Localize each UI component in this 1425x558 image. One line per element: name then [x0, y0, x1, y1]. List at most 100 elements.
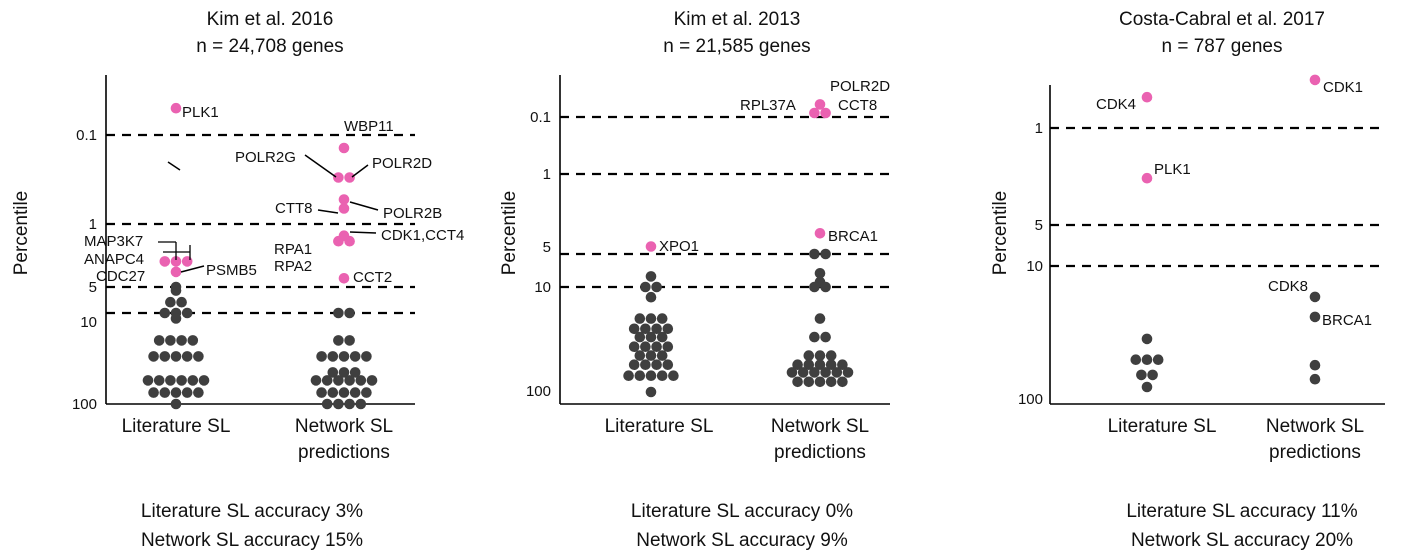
gene-label: CDK4 [1096, 96, 1136, 113]
data-point [333, 307, 344, 319]
data-point [187, 375, 199, 386]
accuracy-line: Literature SL accuracy 11% [1126, 501, 1357, 522]
data-point [628, 341, 640, 353]
data-point [321, 375, 333, 386]
hit-point [333, 235, 344, 247]
data-point [316, 387, 327, 398]
accuracy-line: Network SL accuracy 15% [141, 530, 363, 551]
data-point [327, 387, 339, 398]
data-point [645, 350, 657, 361]
data-point [656, 370, 668, 382]
data-point [333, 375, 344, 386]
point-group-network [310, 142, 378, 410]
data-point [181, 351, 193, 362]
hit-point [338, 273, 350, 284]
gene-label: PLK1 [1154, 161, 1191, 178]
y-tick-label: 10 [534, 279, 551, 296]
gene-label: BRCA1 [1322, 312, 1372, 329]
data-point [640, 323, 651, 335]
data-point [628, 323, 640, 335]
accuracy-line: Network SL accuracy 9% [636, 530, 848, 551]
data-point [640, 281, 651, 293]
data-point [355, 398, 367, 410]
data-point [814, 359, 826, 371]
y-axis-label: Percentile [499, 191, 520, 276]
leader-line [167, 161, 181, 171]
data-point [837, 376, 848, 388]
hit-point [820, 107, 831, 119]
data-point [349, 387, 361, 398]
data-point [651, 341, 662, 353]
y-tick-label: 5 [89, 279, 97, 296]
data-point [662, 323, 674, 335]
y-tick-label: 100 [526, 383, 551, 400]
data-point [333, 335, 344, 346]
y-tick-label: 1 [89, 216, 97, 233]
gene-label: POLR2G [235, 149, 296, 166]
point-group-network [786, 99, 854, 388]
gene-label: CTT8 [275, 200, 313, 217]
data-point [165, 296, 176, 308]
accuracy-line: Literature SL accuracy 0% [631, 501, 853, 522]
x-category-label: Literature SL [122, 416, 231, 437]
hit-point [338, 203, 350, 214]
gene-label: POLR2B [383, 205, 442, 222]
data-point [809, 248, 820, 260]
data-point [310, 375, 322, 386]
accuracy-line: Network SL accuracy 20% [1131, 530, 1353, 551]
data-point [170, 387, 182, 398]
data-point [803, 376, 815, 388]
data-point [656, 350, 668, 361]
data-point [786, 367, 798, 378]
panel-subtitle: n = 24,708 genes [196, 36, 343, 57]
data-point [651, 281, 662, 293]
data-point [792, 376, 803, 388]
x-category-label-line2: predictions [1269, 442, 1361, 463]
gene-label: RPL37A [740, 97, 796, 114]
y-tick-label: 0.1 [76, 127, 97, 144]
data-point [148, 387, 159, 398]
data-point [1136, 369, 1147, 381]
data-point [820, 281, 831, 293]
leader-line [349, 201, 379, 211]
data-point [831, 367, 843, 378]
data-point [165, 375, 176, 386]
gene-label: WBP11 [344, 118, 394, 135]
leader-line [349, 231, 377, 234]
leader-line [304, 154, 337, 178]
data-point [640, 359, 651, 371]
data-point [825, 350, 837, 361]
data-point [176, 375, 187, 386]
data-point [170, 398, 182, 410]
data-point [366, 375, 378, 386]
x-category-label: Literature SL [1108, 416, 1217, 437]
y-tick-label: 5 [543, 239, 551, 256]
data-point [814, 376, 826, 388]
leader-line [180, 265, 205, 273]
hit-point [1309, 74, 1321, 86]
y-axis-label: Percentile [11, 191, 32, 276]
data-point [820, 331, 831, 343]
data-point [1152, 354, 1164, 366]
data-point [645, 291, 657, 303]
data-point [803, 350, 815, 361]
data-point [1141, 381, 1153, 393]
data-point [344, 375, 355, 386]
point-group-network [1309, 74, 1321, 385]
gene-label: POLR2D [372, 155, 432, 172]
panel-subtitle: n = 21,585 genes [663, 36, 810, 57]
data-point [809, 367, 820, 378]
y-tick-label: 1 [543, 166, 551, 183]
data-point [634, 350, 646, 361]
data-point [640, 341, 651, 353]
gene-label: BRCA1 [828, 228, 878, 245]
x-category-label: Literature SL [605, 416, 714, 437]
data-point [198, 375, 210, 386]
data-point [327, 367, 339, 378]
data-point [338, 387, 350, 398]
data-point [623, 370, 634, 382]
data-point [651, 323, 662, 335]
gene-label: RPA2 [274, 258, 312, 275]
data-point [1309, 373, 1321, 385]
y-tick-label: 5 [1035, 217, 1043, 234]
